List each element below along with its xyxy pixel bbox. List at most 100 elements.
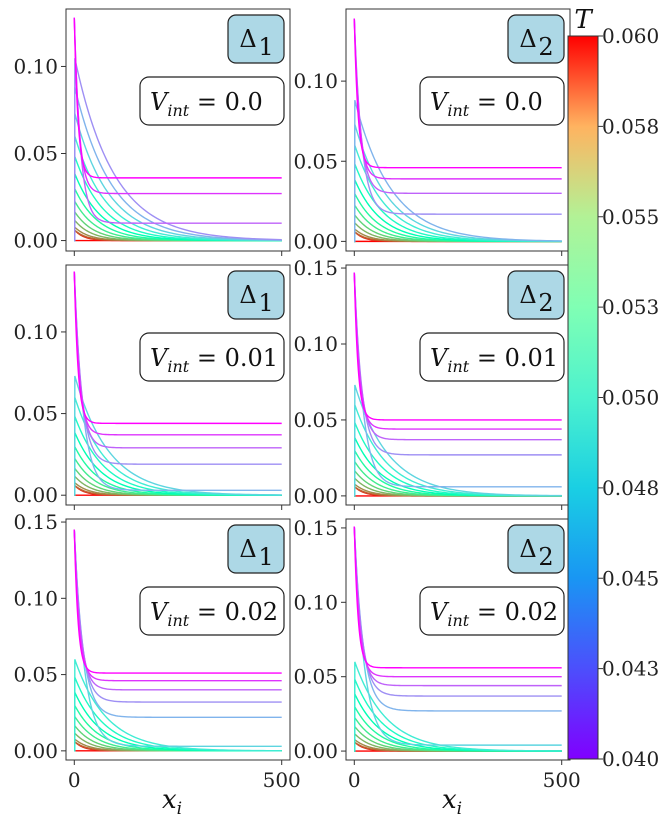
curve-T-0.0488	[354, 678, 562, 752]
xtick-label: 0	[68, 768, 81, 792]
curve-T-0.04	[73, 529, 282, 674]
curve-T-0.0475	[73, 397, 282, 496]
colorbar-tick-label: 0.053	[602, 295, 659, 319]
colorbar-tick-label: 0.045	[602, 566, 659, 590]
vint-label: Vint = 0.01	[150, 344, 278, 376]
ytick-label: 0.05	[13, 402, 58, 426]
vint-box	[139, 76, 285, 126]
ytick-label: 0.00	[293, 739, 338, 763]
x-axis-label: xi	[442, 785, 462, 816]
ytick-label: 0.10	[13, 54, 58, 78]
gap-badge	[507, 524, 565, 574]
gap-subscript: 1	[258, 33, 273, 61]
curve-T-0.0513	[354, 448, 562, 497]
gap-subscript: 1	[258, 543, 273, 571]
gap-badge	[227, 524, 285, 574]
vint-box	[419, 332, 565, 382]
gap-badge	[227, 14, 285, 64]
curve-T-0.0513	[354, 193, 562, 243]
xtick-label: 500	[263, 768, 301, 792]
ytick-label: 0.05	[13, 663, 58, 687]
curve-T-0.04	[353, 526, 562, 669]
curve-T-0.0475	[73, 659, 282, 752]
ytick-label: 0.00	[13, 483, 58, 507]
colorbar-tick-label: 0.040	[602, 747, 659, 771]
gap-subscript: 1	[258, 289, 273, 317]
curve-T-0.0475	[354, 404, 562, 497]
gap-badge	[507, 270, 565, 320]
curve-T-0.04	[353, 18, 562, 169]
ytick-label: 0.00	[13, 739, 58, 763]
vint-label: Vint = 0.0	[150, 88, 263, 120]
vint-label: Vint = 0.0	[430, 88, 543, 120]
ytick-label: 0.10	[13, 320, 58, 344]
gap-label: Δ	[519, 25, 536, 53]
panel-6: 0.00 0.05 0.10 0.15 0 500 Δ 2 Vint = 0.02	[293, 516, 580, 792]
curve-T-0.0438	[73, 58, 282, 242]
ytick-label: 0.15	[13, 510, 58, 534]
curve-T-0.0488	[354, 163, 562, 243]
ytick-label: 0.05	[13, 142, 58, 166]
vint-box	[419, 586, 565, 636]
ytick-label: 0.00	[293, 229, 338, 253]
panel-1: 0.00 0.05 0.10 Δ 1 Vint = 0.0	[13, 8, 291, 256]
ytick-label: 0.05	[293, 665, 338, 689]
colorbar-bar	[567, 35, 599, 760]
ytick-label: 0.05	[293, 149, 338, 173]
curve-T-0.0475	[354, 145, 562, 243]
gap-badge	[507, 14, 565, 64]
vint-label: Vint = 0.02	[150, 598, 278, 630]
curve-T-0.0488	[354, 422, 562, 497]
ytick-label: 0.15	[293, 256, 338, 280]
ytick-label: 0.00	[293, 484, 338, 508]
colorbar: 0.040 0.043 0.045 0.048 0.050 0.053 0.055 0.058…	[567, 5, 659, 771]
curve-T-0.0413	[73, 529, 282, 682]
x-axis-label: xi	[162, 785, 182, 816]
xtick-label: 500	[543, 768, 581, 792]
curve-T-0.04	[353, 272, 562, 421]
colorbar-label: T	[574, 5, 593, 35]
panel-2: 0.00 0.05 0.10 Δ 2 Vint = 0.0	[293, 8, 571, 256]
ytick-label: 0.15	[293, 516, 338, 540]
vint-box	[139, 332, 285, 382]
curve-T-0.0475	[73, 135, 282, 242]
panel-3: 0.00 0.05 0.10 Δ 1 Vint = 0.01	[13, 264, 291, 510]
panel-frame	[65, 518, 291, 761]
curve-T-0.0513	[73, 188, 282, 242]
colorbar-tick-label: 0.050	[602, 386, 659, 410]
ytick-label: 0.10	[13, 586, 58, 610]
gap-label: Δ	[239, 535, 256, 563]
panel-5: 0.00 0.05 0.10 0.15 0 500 Δ 1 Vint = 0.02	[13, 510, 300, 792]
curve-T-0.045	[73, 86, 282, 242]
colorbar-tick-label: 0.058	[602, 114, 659, 138]
gap-label: Δ	[519, 281, 536, 309]
xtick-label: 0	[348, 768, 361, 792]
panel-frame	[65, 8, 291, 252]
vint-box	[139, 586, 285, 636]
curve-T-0.0475	[354, 661, 562, 752]
gap-label: Δ	[239, 281, 256, 309]
curve-T-0.0463	[73, 375, 282, 496]
curve-T-0.04	[73, 271, 282, 425]
gap-subscript: 2	[538, 33, 553, 61]
ytick-label: 0.00	[13, 229, 58, 253]
ytick-label: 0.05	[293, 408, 338, 432]
curve-T-0.0513	[73, 446, 282, 496]
gap-label: Δ	[519, 535, 536, 563]
curve-T-0.04	[73, 17, 282, 179]
vint-label: Vint = 0.01	[430, 344, 558, 376]
panel-frame	[65, 264, 291, 506]
gap-badge	[227, 270, 285, 320]
ytick-label: 0.10	[293, 332, 338, 356]
curve-T-0.0463	[354, 384, 562, 497]
gap-subscript: 2	[538, 543, 553, 571]
panel-4: 0.00 0.05 0.10 0.15 Δ 2 Vint = 0.01	[293, 256, 571, 510]
colorbar-tick-label: 0.055	[602, 205, 659, 229]
colorbar-tick-label: 0.043	[602, 657, 659, 681]
vint-box	[419, 76, 565, 126]
curve-T-0.0463	[354, 124, 562, 243]
colorbar-tick-label: 0.048	[602, 476, 659, 500]
ytick-label: 0.10	[293, 590, 338, 614]
